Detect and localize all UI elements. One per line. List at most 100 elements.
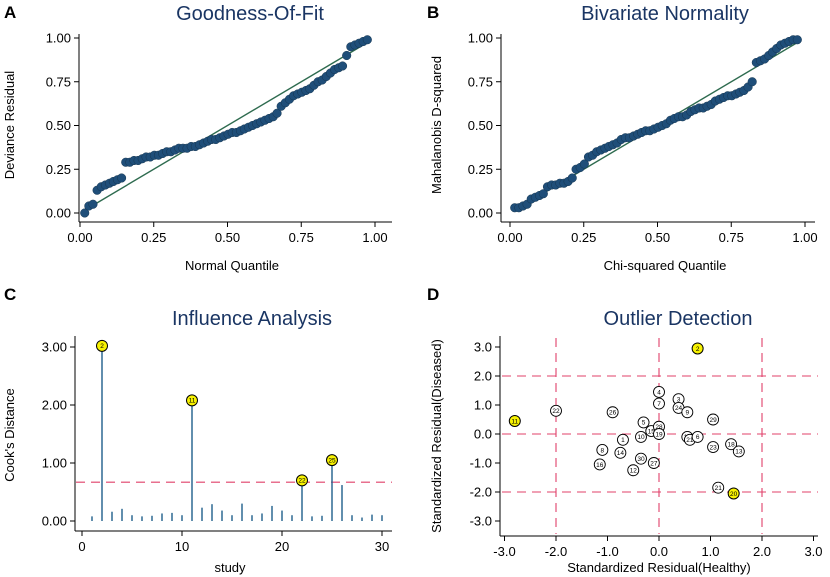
x-tick-label: 3.0 (804, 544, 822, 559)
study-label: 21 (715, 485, 723, 492)
data-point (579, 159, 589, 169)
x-tick-label: 30 (375, 539, 389, 554)
y-tick-label: 2.0 (474, 369, 492, 384)
influential-study-marker (326, 454, 338, 467)
x-tick-label: 0 (78, 539, 85, 554)
panel-a: A Goodness-Of-Fit Normal Quantile Devian… (2, 3, 392, 273)
influential-study-label: 11 (189, 398, 196, 405)
study-marker (725, 438, 738, 451)
panel-label-b: B (427, 3, 439, 22)
data-point (747, 77, 757, 87)
x-tick-label: 1.00 (792, 230, 817, 245)
y-tick-label: 0.00 (468, 206, 493, 221)
panel-c-title: Influence Analysis (172, 308, 332, 330)
study-label: 29 (709, 417, 717, 424)
study-label: 8 (601, 447, 605, 454)
y-tick-label: 3.00 (42, 340, 67, 355)
panel-b-ylabel: Mahalanobis D-squared (429, 56, 444, 194)
panel-b-xlabel: Chi-squared Quantile (604, 258, 727, 273)
study-label: 11 (511, 418, 518, 425)
study-marker (627, 464, 640, 477)
study-label: 5 (642, 420, 646, 427)
y-tick-label: 0.75 (46, 74, 71, 89)
x-tick-label: -1.0 (596, 544, 618, 559)
x-tick-label: 1.0 (701, 544, 719, 559)
study-marker (593, 458, 606, 471)
x-tick-label: 0.50 (215, 230, 240, 245)
x-tick-label: 20 (275, 539, 289, 554)
study-label: 1 (621, 437, 625, 444)
panel-b-title: Bivariate Normality (581, 3, 749, 25)
study-label: 20 (730, 491, 738, 498)
study-marker (596, 444, 609, 456)
study-label: 28 (655, 424, 663, 431)
panel-c-xlabel: study (214, 560, 246, 575)
outlier-study-marker (691, 342, 704, 355)
y-tick-label: 1.00 (46, 31, 71, 46)
x-tick-label: -2.0 (545, 544, 567, 559)
x-tick-label: 0.50 (645, 230, 670, 245)
study-label: 21 (686, 437, 694, 444)
y-tick-label: 2.00 (42, 398, 67, 413)
panel-label-a: A (4, 3, 16, 22)
data-point (567, 173, 577, 183)
panel-label-c: C (4, 285, 16, 304)
data-point (88, 199, 98, 209)
panel-c-ylabel: Cook's Distance (2, 388, 17, 482)
data-point (792, 35, 802, 45)
study-label: 13 (735, 449, 743, 456)
study-label: 23 (709, 444, 717, 451)
study-marker (637, 416, 650, 429)
study-label: 7 (657, 401, 661, 408)
data-point (362, 35, 372, 45)
study-marker (707, 441, 720, 453)
influential-study-label: 22 (298, 478, 306, 485)
study-marker (647, 457, 660, 469)
study-label: 26 (609, 410, 617, 417)
y-tick-label: 0.00 (42, 514, 67, 529)
study-label: 6 (696, 434, 700, 441)
study-marker (635, 452, 647, 465)
y-tick-label: 1.00 (468, 31, 493, 46)
influential-study-label: 25 (328, 457, 336, 464)
data-point (272, 108, 282, 118)
study-label: 18 (727, 441, 735, 448)
x-tick-label: 10 (175, 539, 189, 554)
study-marker (550, 404, 562, 417)
y-tick-label: 0.75 (468, 74, 493, 89)
panel-b: B Bivariate Normality Chi-squared Quanti… (427, 3, 818, 273)
study-label: 3 (677, 397, 681, 404)
panel-a-xlabel: Normal Quantile (185, 258, 279, 273)
study-marker (635, 430, 647, 443)
x-tick-label: 0.75 (289, 230, 314, 245)
x-tick-label: 0.25 (141, 230, 166, 245)
influential-study-marker (296, 474, 308, 487)
x-tick-label: 0.00 (497, 230, 522, 245)
study-marker (617, 433, 629, 446)
panel-a-ylabel: Deviance Residual (2, 71, 17, 180)
study-marker (653, 386, 665, 398)
study-label: 4 (657, 389, 661, 396)
study-label: 14 (617, 450, 625, 457)
panel-d-xlabel: Standardized Residual(Healthy) (567, 560, 751, 575)
panel-d-ylabel: Standardized Residual(Diseased) (429, 339, 444, 533)
study-marker (707, 413, 720, 426)
y-tick-label: -1.0 (470, 456, 492, 471)
y-tick-label: 1.00 (42, 456, 67, 471)
influential-study-marker (96, 339, 108, 352)
data-point (117, 173, 127, 183)
outlier-study-marker (508, 414, 521, 427)
study-marker (606, 406, 619, 419)
study-label: 9 (686, 410, 690, 417)
x-tick-label: 0.75 (719, 230, 744, 245)
panel-a-title: Goodness-Of-Fit (176, 3, 324, 25)
study-marker (653, 428, 665, 440)
y-tick-label: 0.0 (474, 427, 492, 442)
x-tick-label: 0.00 (67, 230, 92, 245)
study-label: 24 (675, 405, 683, 412)
study-label: 27 (650, 460, 658, 467)
study-label: 2 (696, 346, 700, 353)
y-tick-label: -2.0 (470, 485, 492, 500)
study-label: 16 (596, 462, 604, 469)
